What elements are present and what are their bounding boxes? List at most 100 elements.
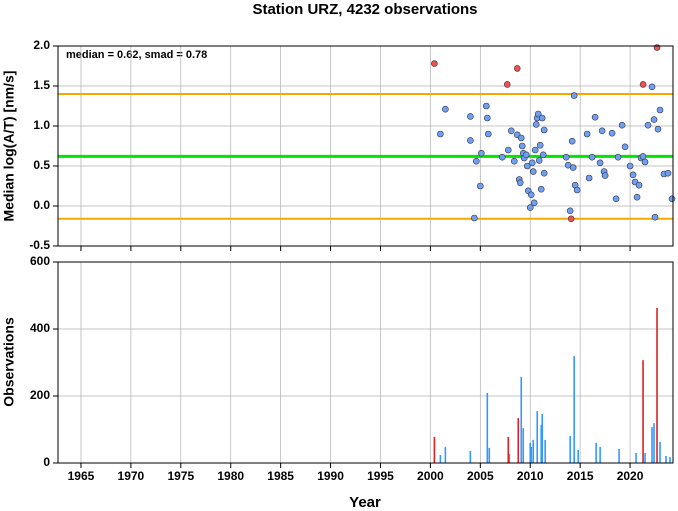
y-tick-label: 1.0: [33, 118, 50, 132]
bar: [573, 356, 575, 463]
y-tick-label: 0.5: [33, 158, 50, 172]
bar: [540, 425, 543, 463]
point: [585, 174, 593, 182]
point: [598, 127, 606, 135]
bar: [486, 392, 489, 463]
point: [648, 83, 656, 91]
plot-frame: [57, 45, 674, 247]
bar: [577, 449, 579, 463]
y-tick-label: 1.5: [33, 78, 50, 92]
point: [629, 171, 637, 179]
point: [583, 130, 591, 138]
point: [567, 215, 575, 223]
point: [644, 121, 652, 129]
x-tick-label: 1995: [367, 469, 394, 483]
y-tick-label: 0: [43, 455, 50, 469]
plot-frame: [57, 261, 674, 464]
point: [503, 81, 511, 88]
point: [484, 114, 491, 122]
point: [588, 153, 596, 161]
bar: [541, 414, 544, 463]
point: [641, 158, 649, 166]
x-tick-label: 1965: [68, 469, 95, 483]
point: [566, 207, 574, 215]
point: [531, 146, 539, 154]
bar: [665, 455, 667, 463]
point: [635, 181, 643, 189]
point: [534, 110, 542, 118]
point: [569, 164, 577, 171]
point: [668, 195, 676, 203]
point: [633, 193, 641, 201]
bar: [544, 439, 547, 463]
point: [639, 153, 647, 160]
point: [540, 126, 548, 134]
point: [536, 141, 544, 149]
point: [601, 172, 609, 179]
point: [467, 113, 474, 120]
point: [526, 204, 534, 211]
point: [522, 151, 530, 159]
bar: [644, 452, 646, 463]
point: [485, 130, 492, 138]
point: [570, 92, 578, 99]
point: [538, 114, 546, 122]
point: [532, 121, 540, 128]
bar: [536, 411, 539, 463]
x-tick-label: 2005: [467, 469, 494, 483]
x-axis-label: Year: [349, 494, 381, 511]
x-tick-label: 1980: [217, 469, 244, 483]
point: [518, 142, 526, 150]
annotation: median = 0.62, smad = 0.78: [66, 49, 207, 61]
point: [539, 151, 547, 159]
point: [431, 60, 438, 67]
point: [540, 169, 548, 177]
bar: [529, 442, 532, 463]
point: [523, 162, 531, 170]
point: [568, 137, 576, 145]
y-tick-label: 0.0: [33, 198, 50, 212]
x-tick-label: 1970: [118, 469, 145, 483]
y-tick-label: 400: [30, 321, 50, 335]
bar: [651, 427, 653, 463]
bar: [656, 307, 658, 463]
point: [591, 113, 599, 121]
bar: [444, 446, 447, 463]
point: [639, 81, 647, 88]
point: [477, 182, 484, 190]
point: [507, 127, 515, 135]
chart-title: Station URZ, 4232 observations: [252, 1, 477, 18]
point: [467, 137, 474, 144]
point: [618, 121, 626, 129]
point: [612, 195, 620, 203]
bar: [433, 436, 436, 463]
bar: [439, 454, 442, 463]
point: [596, 159, 604, 167]
point: [437, 130, 444, 138]
point: [483, 102, 490, 110]
point: [530, 199, 538, 207]
bar: [488, 447, 491, 463]
point: [608, 129, 616, 137]
point: [614, 153, 622, 161]
point: [562, 153, 570, 161]
point: [478, 149, 485, 157]
point: [442, 105, 449, 113]
point: [651, 213, 659, 221]
point: [473, 157, 480, 165]
bar: [669, 456, 671, 463]
point: [573, 186, 581, 194]
x-tick-label: 2020: [617, 469, 644, 483]
bar: [659, 441, 661, 463]
point: [498, 153, 506, 161]
point: [471, 214, 478, 222]
x-tick-label: 2010: [517, 469, 544, 483]
bar: [618, 448, 620, 463]
bar: [569, 435, 571, 463]
y-tick-label: -0.5: [29, 238, 50, 252]
point: [527, 191, 535, 199]
bar: [508, 453, 511, 463]
point: [529, 168, 537, 175]
bar: [595, 442, 597, 463]
